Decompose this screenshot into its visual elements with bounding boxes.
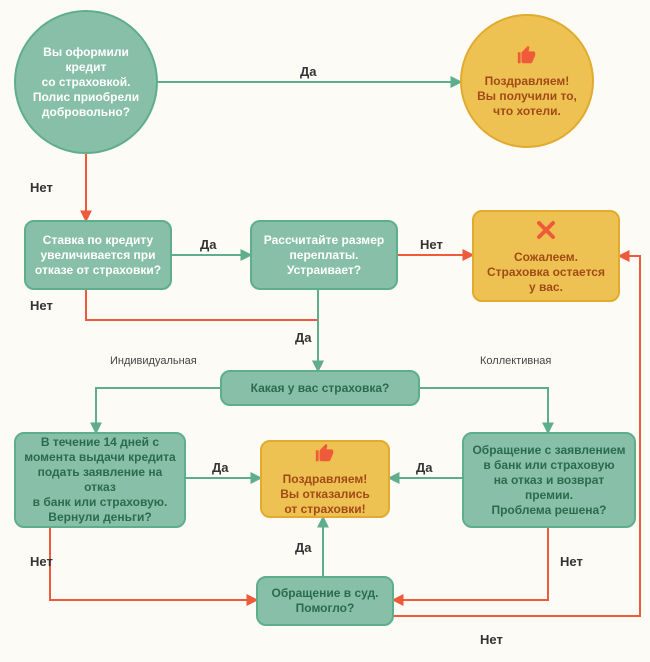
node-text: Сожалеем.Страховка остаетсяу вас. <box>487 250 605 295</box>
label-l_net4: Нет <box>30 554 53 569</box>
label-l_da4: Да <box>212 460 229 475</box>
thumbs-up-icon <box>314 442 336 468</box>
node-text: Обращение с заявлениемв банк или страхов… <box>472 443 626 518</box>
label-l_da5: Да <box>416 460 433 475</box>
edge <box>96 388 220 432</box>
label-l_net5: Нет <box>560 554 583 569</box>
node-rate: Ставка по кредитуувеличивается приотказе… <box>24 220 172 290</box>
edge <box>420 388 548 432</box>
edge <box>50 528 256 600</box>
node-congrats2: Поздравляем!Вы отказалисьот страховки! <box>260 440 390 518</box>
node-refund14: В течение 14 дней смомента выдачи кредит… <box>14 432 186 528</box>
label-l_net6: Нет <box>480 632 503 647</box>
thumbs-up-icon <box>516 44 538 70</box>
node-sorry: Сожалеем.Страховка остаетсяу вас. <box>472 210 620 302</box>
label-l_kol: Коллективная <box>480 355 551 367</box>
x-icon <box>534 218 558 246</box>
node-overpay: Рассчитайте размерпереплаты.Устраивает? <box>250 220 398 290</box>
edge <box>394 528 548 600</box>
label-l_da1: Да <box>300 64 317 79</box>
node-bankappeal: Обращение с заявлениемв банк или страхов… <box>462 432 636 528</box>
node-text: Поздравляем!Вы получили то,что хотели. <box>477 74 577 119</box>
node-which: Какая у вас страховка? <box>220 370 420 406</box>
node-court: Обращение в суд.Помогло? <box>256 576 394 626</box>
label-l_ind: Индивидуальная <box>110 355 197 367</box>
label-l_da2: Да <box>200 237 217 252</box>
node-text: Ставка по кредитуувеличивается приотказе… <box>35 233 161 278</box>
node-text: Рассчитайте размерпереплаты.Устраивает? <box>264 233 384 278</box>
node-text: Вы оформиликредитсо страховкой.Полис при… <box>33 45 139 120</box>
label-l_net2: Нет <box>420 237 443 252</box>
label-l_net1: Нет <box>30 180 53 195</box>
label-l_net3: Нет <box>30 298 53 313</box>
node-text: Поздравляем!Вы отказалисьот страховки! <box>280 472 370 517</box>
label-l_da3: Да <box>295 330 312 345</box>
node-text: Какая у вас страховка? <box>251 381 390 396</box>
node-text: Обращение в суд.Помогло? <box>272 586 379 616</box>
node-start: Вы оформиликредитсо страховкой.Полис при… <box>14 10 158 154</box>
node-congrats1: Поздравляем!Вы получили то,что хотели. <box>460 14 594 148</box>
label-l_da6: Да <box>295 540 312 555</box>
node-text: В течение 14 дней смомента выдачи кредит… <box>24 435 176 525</box>
